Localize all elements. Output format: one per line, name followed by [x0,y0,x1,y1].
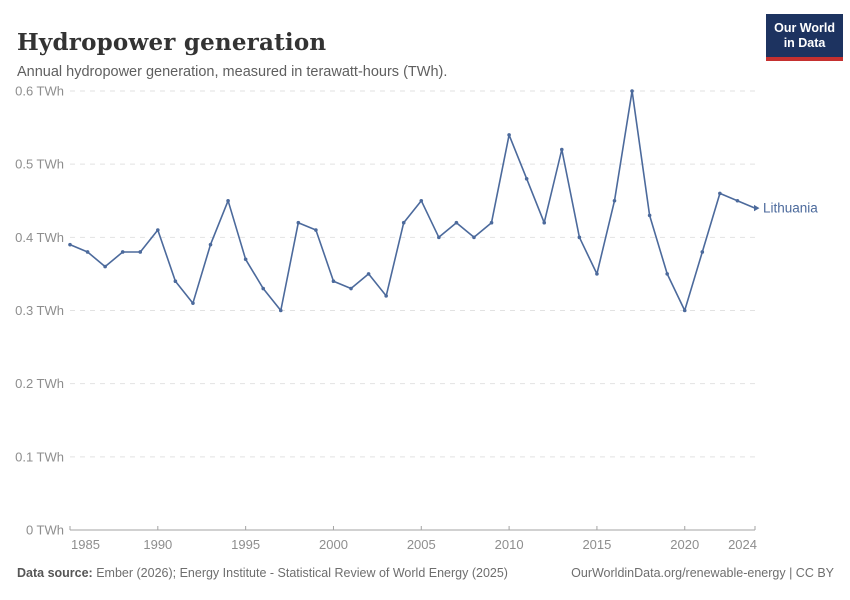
data-point[interactable] [489,220,494,225]
y-tick-label: 0.1 TWh [15,449,64,464]
data-point[interactable] [261,286,266,291]
data-point[interactable] [507,133,511,137]
x-tick-label: 1985 [71,537,100,552]
data-point[interactable] [682,308,687,313]
data-point[interactable] [437,235,441,240]
data-point[interactable] [349,286,353,291]
data-point[interactable] [243,257,248,262]
data-point[interactable] [595,272,599,276]
data-source-text: Ember (2026); Energy Institute - Statist… [92,566,508,580]
data-point[interactable] [454,220,459,225]
data-point[interactable] [401,220,406,225]
x-tick-label: 2024 [728,537,757,552]
data-point[interactable] [278,308,283,313]
data-point[interactable] [700,250,705,254]
x-tick-label: 1995 [231,537,260,552]
data-point[interactable] [208,242,213,247]
data-point-endmarker[interactable] [754,204,760,212]
owid-logo[interactable]: Our World in Data [766,14,843,61]
data-point[interactable] [647,213,652,218]
data-point[interactable] [156,228,160,232]
license-link[interactable]: OurWorldinData.org/renewable-energy | CC… [571,566,834,580]
data-point[interactable] [191,301,195,305]
data-source-label: Data source: [17,566,93,580]
y-tick-label: 0.5 TWh [15,157,64,172]
data-point[interactable] [384,294,388,298]
data-point[interactable] [524,177,529,181]
data-point[interactable] [472,235,476,240]
y-tick-label: 0.3 TWh [15,303,64,318]
data-point[interactable] [542,220,547,225]
data-point[interactable] [120,250,125,254]
data-line-lithuania[interactable] [69,90,756,312]
chart-subtitle: Annual hydropower generation, measured i… [17,63,448,80]
line-chart[interactable]: 0 TWh 0.1 TWh 0.2 TWh 0.3 TWh 0.4 TWh 0.5 TWh… [0,0,850,560]
x-tick-label: 2005 [407,537,436,552]
y-tick-label: 0.2 TWh [15,376,64,391]
owid-logo-line2: in Data [783,36,826,50]
data-point[interactable] [735,198,740,203]
data-point[interactable] [314,228,318,232]
data-point[interactable] [296,220,301,225]
data-point[interactable] [577,235,582,240]
chart-footer: Data source: Ember (2026); Energy Instit… [17,566,834,580]
x-tick-label: 2020 [670,537,699,552]
data-point[interactable] [630,89,634,93]
data-point[interactable] [68,242,72,247]
data-point[interactable] [559,147,564,152]
data-source: Data source: Ember (2026); Energy Instit… [17,566,508,580]
data-point[interactable] [665,272,669,276]
entity-label[interactable]: Lithuania [763,201,818,216]
data-point[interactable] [331,279,336,284]
y-tick-label: 0.6 TWh [15,84,64,99]
owid-logo-line1: Our World [774,21,835,35]
x-tick-label: 2010 [495,537,524,552]
y-tick-label: 0 TWh [26,523,64,538]
data-point[interactable] [138,250,143,254]
x-tick-label: 2015 [582,537,611,552]
data-point[interactable] [419,198,424,203]
data-point[interactable] [226,198,230,203]
data-point[interactable] [366,272,371,276]
data-point[interactable] [718,191,722,196]
data-point[interactable] [173,279,178,284]
data-point[interactable] [612,198,617,203]
page-title: Hydropower generation [17,29,327,57]
y-tick-label: 0.4 TWh [15,230,64,245]
data-point[interactable] [85,250,90,254]
x-tick-label: 1990 [143,537,172,552]
x-tick-label: 2000 [319,537,348,552]
data-point[interactable] [103,264,107,269]
